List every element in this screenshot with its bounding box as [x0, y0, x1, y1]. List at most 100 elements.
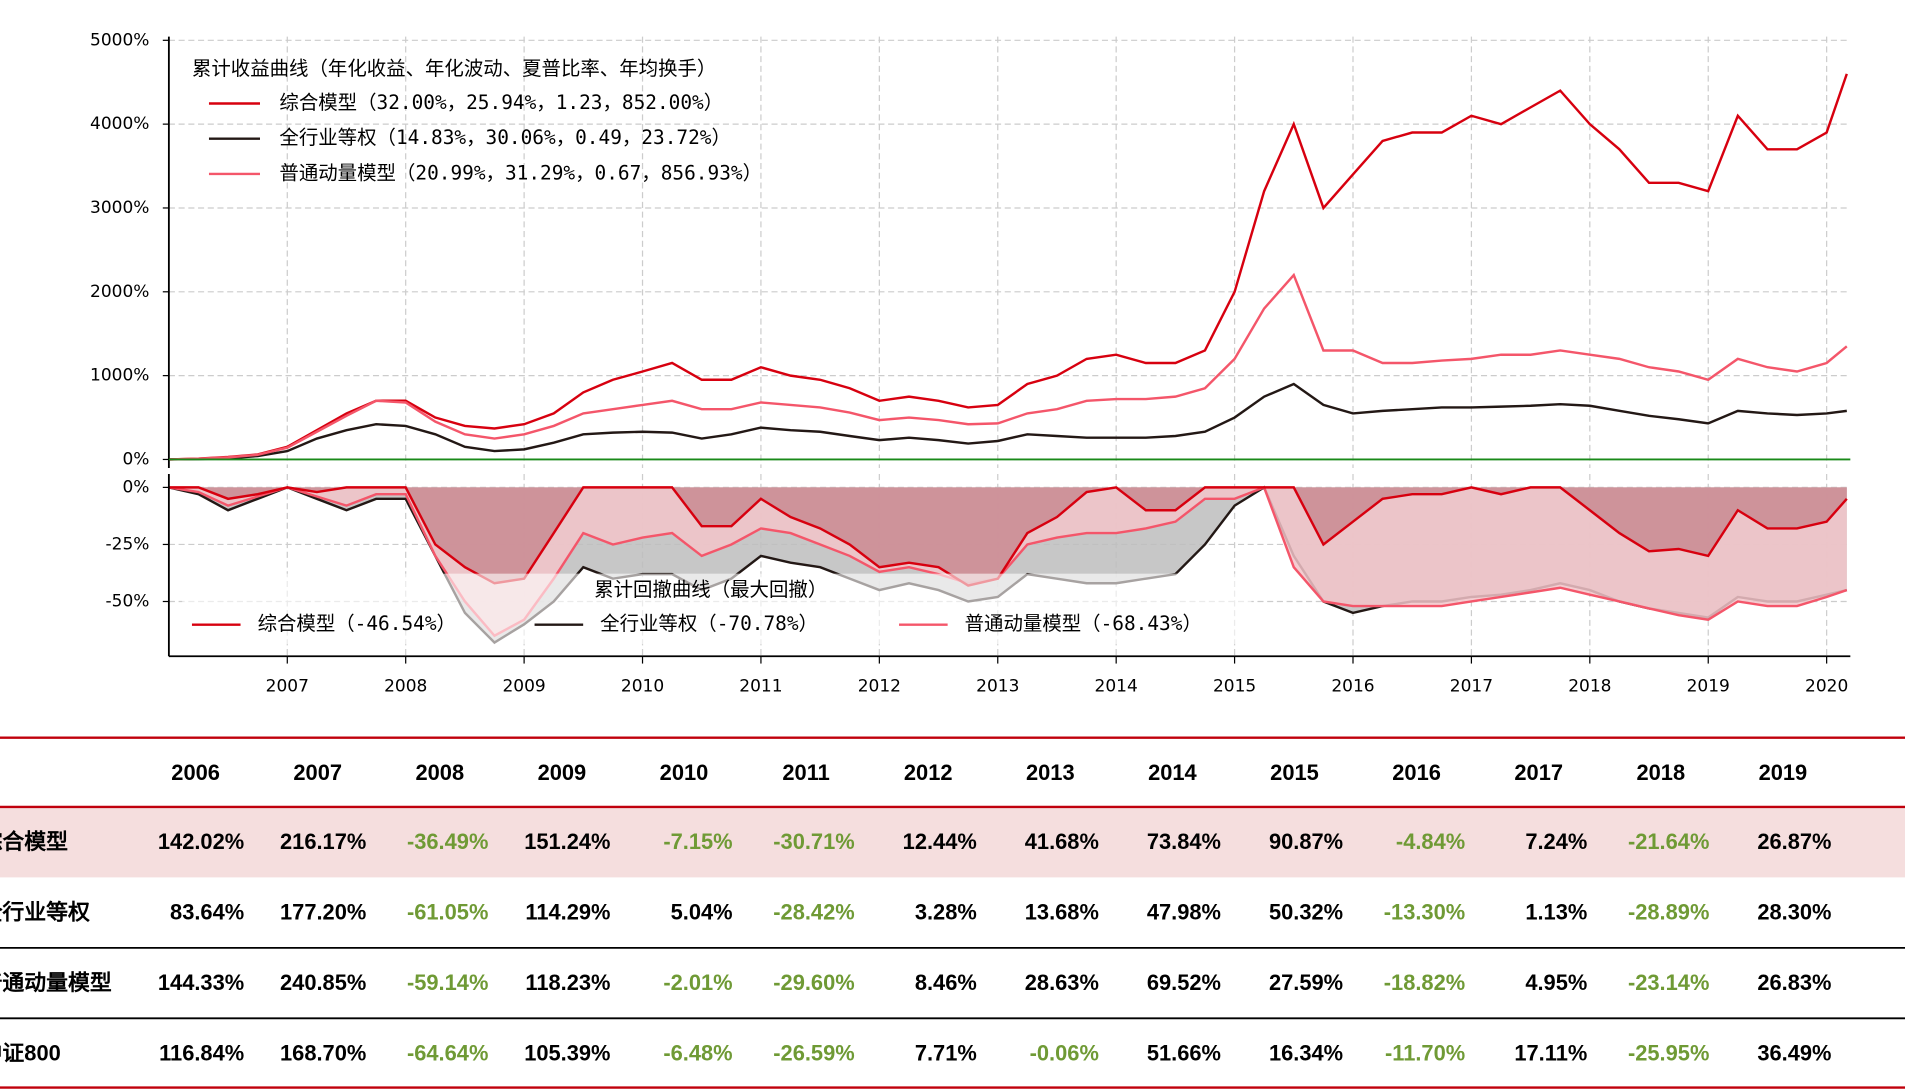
column-header: 2008 — [415, 760, 464, 785]
row-label: 中证800 — [0, 1041, 61, 1066]
table-cell: -30.71% — [773, 829, 854, 854]
x-tick-label: 2013 — [976, 677, 1019, 697]
table-cell: -7.15% — [663, 829, 732, 854]
table-cell: -13.30% — [1384, 900, 1465, 925]
column-header: 2016 — [1392, 760, 1441, 785]
column-header: 2013 — [1026, 760, 1075, 785]
table-cell: 69.52% — [1147, 970, 1221, 995]
drawdown-area — [168, 487, 1847, 586]
table-cell: 83.64% — [170, 900, 244, 925]
series-line — [168, 382, 1847, 461]
y-tick-label: -25% — [106, 534, 150, 554]
table-cell: 1.13% — [1525, 900, 1587, 925]
legend-label: 综合模型（32.00%，25.94%，1.23，852.00%） — [279, 91, 723, 114]
table-cell: 41.68% — [1025, 829, 1099, 854]
column-header: 2015 — [1270, 760, 1319, 785]
x-tick-label: 2008 — [384, 677, 427, 697]
y-tick-label: 4000% — [90, 114, 149, 134]
table-cell: -4.84% — [1396, 829, 1465, 854]
table-cell: 17.11% — [1514, 1041, 1587, 1066]
legend-title: 累计收益曲线（年化收益、年化波动、夏普比率、年均换手） — [192, 57, 716, 80]
table-cell: 105.39% — [524, 1041, 610, 1066]
x-tick-label: 2019 — [1687, 677, 1730, 697]
y-tick-label: 1000% — [90, 366, 149, 386]
table-cell: 168.70% — [280, 1041, 366, 1066]
table-cell: 144.33% — [158, 970, 244, 995]
series-line — [168, 272, 1848, 461]
table-cell: 73.84% — [1147, 829, 1221, 854]
table-cell: 216.17% — [280, 829, 366, 854]
table-cell: 26.87% — [1757, 829, 1831, 854]
table-cell: -29.60% — [773, 970, 854, 995]
column-header: 2007 — [293, 760, 342, 785]
table-cell: 114.29% — [525, 900, 610, 925]
table-cell: -61.05% — [407, 900, 488, 925]
table-cell: 7.71% — [915, 1041, 977, 1066]
table-cell: -26.59% — [773, 1041, 854, 1066]
x-tick-label: 2016 — [1331, 677, 1374, 697]
x-tick-label: 2007 — [266, 677, 309, 697]
x-tick-label: 2017 — [1450, 677, 1493, 697]
legend-label: 全行业等权（-70.78%） — [600, 612, 818, 635]
table-cell: -11.70% — [1385, 1041, 1465, 1066]
table-cell: 7.24% — [1525, 829, 1587, 854]
legend-label: 普通动量模型（-68.43%） — [965, 612, 1202, 635]
table-cell: 116.84% — [159, 1041, 244, 1066]
x-tick-label: 2015 — [1213, 677, 1256, 697]
column-header: 2018 — [1636, 760, 1685, 785]
table-cell: -64.64% — [407, 1041, 488, 1066]
column-header: 2017 — [1514, 760, 1563, 785]
table-cell: -59.14% — [407, 970, 488, 995]
table-cell: -21.64% — [1628, 829, 1709, 854]
table-cell: -36.49% — [407, 829, 488, 854]
series-line — [168, 486, 1848, 587]
column-header: 2010 — [660, 760, 709, 785]
legend-label: 普通动量模型（20.99%，31.29%，0.67，856.93%） — [279, 161, 762, 184]
table-cell: 4.95% — [1525, 970, 1587, 995]
table-cell: 142.02% — [158, 829, 244, 854]
table-cell: 151.24% — [524, 829, 610, 854]
table-cell: 16.34% — [1269, 1041, 1343, 1066]
table-cell: -0.06% — [1030, 1041, 1099, 1066]
table-cell: -25.95% — [1628, 1041, 1709, 1066]
x-tick-label: 2009 — [502, 677, 545, 697]
x-tick-label: 2010 — [621, 677, 664, 697]
table-cell: -18.82% — [1384, 970, 1465, 995]
table-cell: -28.89% — [1628, 900, 1709, 925]
x-tick-label: 2014 — [1095, 677, 1138, 697]
table-cell: -6.48% — [663, 1041, 732, 1066]
table-cell: 8.46% — [915, 970, 977, 995]
table-cell: -28.42% — [773, 900, 854, 925]
column-header: 2009 — [538, 760, 587, 785]
table-cell: 28.30% — [1757, 900, 1831, 925]
column-header: 2014 — [1148, 760, 1197, 785]
column-header: 2011 — [782, 760, 829, 785]
legend-box — [182, 573, 1252, 645]
row-label: 综合模型 — [0, 829, 68, 854]
table-cell: 47.98% — [1147, 900, 1221, 925]
row-highlight — [0, 806, 1905, 878]
table-cell: 51.66% — [1147, 1041, 1221, 1066]
table-cell: 13.68% — [1025, 900, 1099, 925]
y-tick-label: 0% — [122, 449, 149, 469]
table-cell: 3.28% — [915, 900, 977, 925]
y-tick-label: 5000% — [90, 30, 149, 50]
table-cell: 50.32% — [1269, 900, 1343, 925]
x-tick-label: 2011 — [739, 677, 782, 697]
column-header: 2012 — [904, 760, 953, 785]
table-cell: 36.49% — [1757, 1041, 1831, 1066]
y-tick-label: 2000% — [90, 282, 149, 302]
table-cell: -23.14% — [1628, 970, 1709, 995]
x-tick-label: 2018 — [1568, 677, 1611, 697]
column-header: 2006 — [171, 760, 220, 785]
row-label: 普通动量模型 — [0, 970, 112, 995]
y-tick-label: 3000% — [90, 198, 149, 218]
table-cell: 5.04% — [671, 900, 733, 925]
y-tick-label: 0% — [122, 477, 149, 497]
legend-label: 综合模型（-46.54%） — [258, 612, 456, 635]
table-cell: 27.59% — [1269, 970, 1343, 995]
row-label: 全行业等权 — [0, 900, 90, 925]
legend-label: 全行业等权（14.83%，30.06%，0.49，23.72%） — [279, 126, 730, 149]
